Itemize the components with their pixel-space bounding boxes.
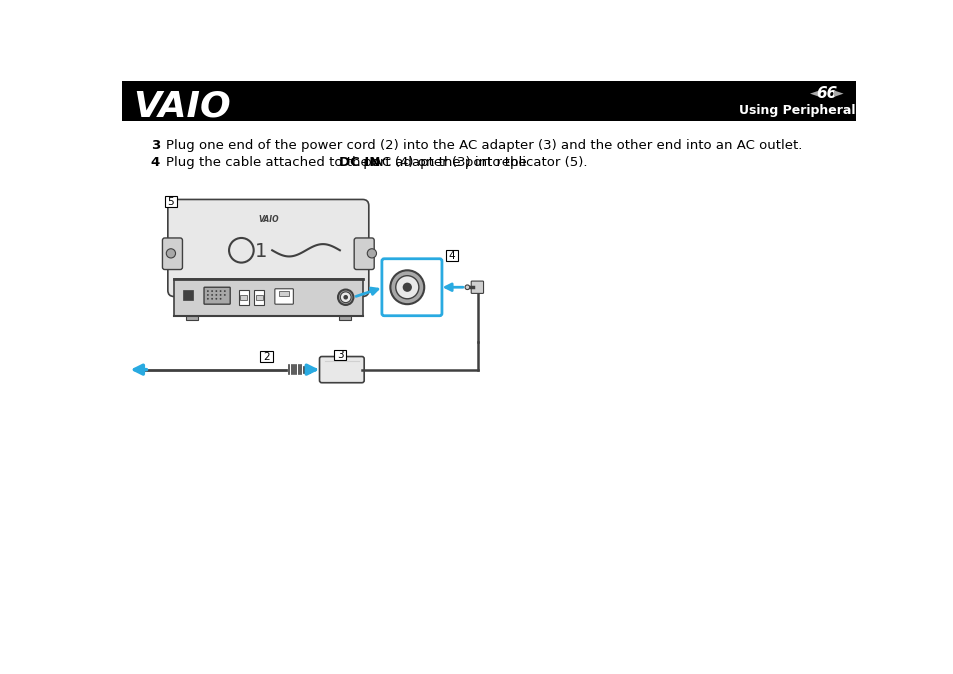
FancyBboxPatch shape xyxy=(354,238,374,270)
Circle shape xyxy=(207,290,209,292)
Text: 3: 3 xyxy=(336,350,343,360)
Circle shape xyxy=(219,294,221,296)
Bar xyxy=(303,366,309,373)
Text: VAIO: VAIO xyxy=(257,215,278,224)
Text: 4: 4 xyxy=(448,251,455,261)
Bar xyxy=(240,295,247,301)
Bar xyxy=(255,295,262,301)
Text: ◄: ◄ xyxy=(809,87,819,100)
Text: Plug the cable attached to the AC adapter (3) into the: Plug the cable attached to the AC adapte… xyxy=(166,156,531,169)
Circle shape xyxy=(340,292,351,303)
Text: Plug one end of the power cord (2) into the AC adapter (3) and the other end int: Plug one end of the power cord (2) into … xyxy=(166,139,801,152)
Circle shape xyxy=(166,249,175,258)
Text: 66: 66 xyxy=(816,86,837,100)
Circle shape xyxy=(211,294,213,296)
Circle shape xyxy=(207,298,209,300)
Text: 1: 1 xyxy=(254,241,267,261)
Circle shape xyxy=(207,294,209,296)
Circle shape xyxy=(367,249,376,258)
Circle shape xyxy=(343,295,348,299)
Circle shape xyxy=(211,290,213,292)
Bar xyxy=(334,350,346,361)
Circle shape xyxy=(337,290,353,305)
Text: VAIO: VAIO xyxy=(133,89,231,123)
Bar xyxy=(238,290,249,305)
Circle shape xyxy=(219,290,221,292)
Bar xyxy=(183,290,193,299)
FancyBboxPatch shape xyxy=(162,238,182,270)
Circle shape xyxy=(215,290,217,292)
Bar xyxy=(445,250,457,261)
Bar xyxy=(260,351,273,362)
Circle shape xyxy=(219,298,221,300)
Bar xyxy=(173,279,362,315)
Circle shape xyxy=(402,282,412,292)
Circle shape xyxy=(215,298,217,300)
Circle shape xyxy=(224,294,226,296)
FancyBboxPatch shape xyxy=(204,287,230,304)
Circle shape xyxy=(395,276,418,299)
FancyBboxPatch shape xyxy=(319,357,364,383)
Circle shape xyxy=(464,285,469,290)
Bar xyxy=(165,196,177,207)
Bar xyxy=(121,81,856,121)
Circle shape xyxy=(215,294,217,296)
Text: 3: 3 xyxy=(151,139,160,152)
Text: Using Peripheral Devices: Using Peripheral Devices xyxy=(739,104,914,117)
FancyBboxPatch shape xyxy=(168,200,369,297)
FancyBboxPatch shape xyxy=(471,281,483,293)
FancyBboxPatch shape xyxy=(274,288,293,304)
Bar xyxy=(253,290,264,305)
Text: ►: ► xyxy=(834,87,843,100)
Circle shape xyxy=(390,270,424,304)
Bar xyxy=(185,315,197,320)
Circle shape xyxy=(211,298,213,300)
Bar xyxy=(338,315,351,320)
Text: port (4) on the port replicator (5).: port (4) on the port replicator (5). xyxy=(358,156,587,169)
Bar xyxy=(278,291,289,296)
Text: 2: 2 xyxy=(263,352,270,361)
Text: 4: 4 xyxy=(151,156,160,169)
Text: DC IN: DC IN xyxy=(338,156,379,169)
Circle shape xyxy=(224,290,226,292)
Text: 5: 5 xyxy=(168,197,174,207)
FancyBboxPatch shape xyxy=(381,259,441,315)
